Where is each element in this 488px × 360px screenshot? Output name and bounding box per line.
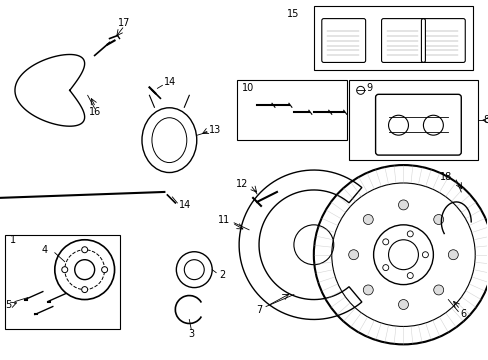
Bar (313, 6, 472, 71)
Text: 14: 14 (179, 200, 191, 210)
Circle shape (433, 215, 443, 225)
Circle shape (422, 252, 427, 258)
Text: 12: 12 (235, 179, 248, 189)
Circle shape (81, 287, 87, 293)
Circle shape (363, 215, 372, 225)
Circle shape (407, 273, 412, 279)
Text: 8: 8 (482, 115, 488, 125)
Text: 18: 18 (439, 172, 451, 182)
Circle shape (398, 200, 407, 210)
Text: 3: 3 (188, 329, 194, 339)
Circle shape (61, 267, 68, 273)
Circle shape (348, 250, 358, 260)
Circle shape (102, 267, 107, 273)
Text: 11: 11 (218, 215, 230, 225)
Bar (5, 235, 119, 329)
Circle shape (433, 285, 443, 295)
Circle shape (81, 247, 87, 253)
Text: 9: 9 (366, 84, 372, 93)
Text: 10: 10 (242, 84, 254, 93)
Text: 4: 4 (41, 245, 48, 255)
Circle shape (382, 265, 388, 271)
Text: 13: 13 (209, 125, 221, 135)
Circle shape (447, 250, 457, 260)
Text: 2: 2 (219, 270, 225, 280)
Bar (348, 80, 477, 160)
Text: 1: 1 (10, 235, 16, 245)
Text: 14: 14 (164, 77, 176, 87)
Circle shape (398, 300, 407, 310)
Text: 17: 17 (118, 18, 130, 28)
Circle shape (407, 231, 412, 237)
Circle shape (382, 239, 388, 245)
Text: 15: 15 (286, 9, 298, 19)
Bar (237, 80, 346, 140)
Text: 16: 16 (88, 107, 101, 117)
Circle shape (363, 285, 372, 295)
Text: 5: 5 (5, 300, 11, 310)
Text: 6: 6 (459, 310, 466, 319)
Text: 7: 7 (255, 305, 262, 315)
